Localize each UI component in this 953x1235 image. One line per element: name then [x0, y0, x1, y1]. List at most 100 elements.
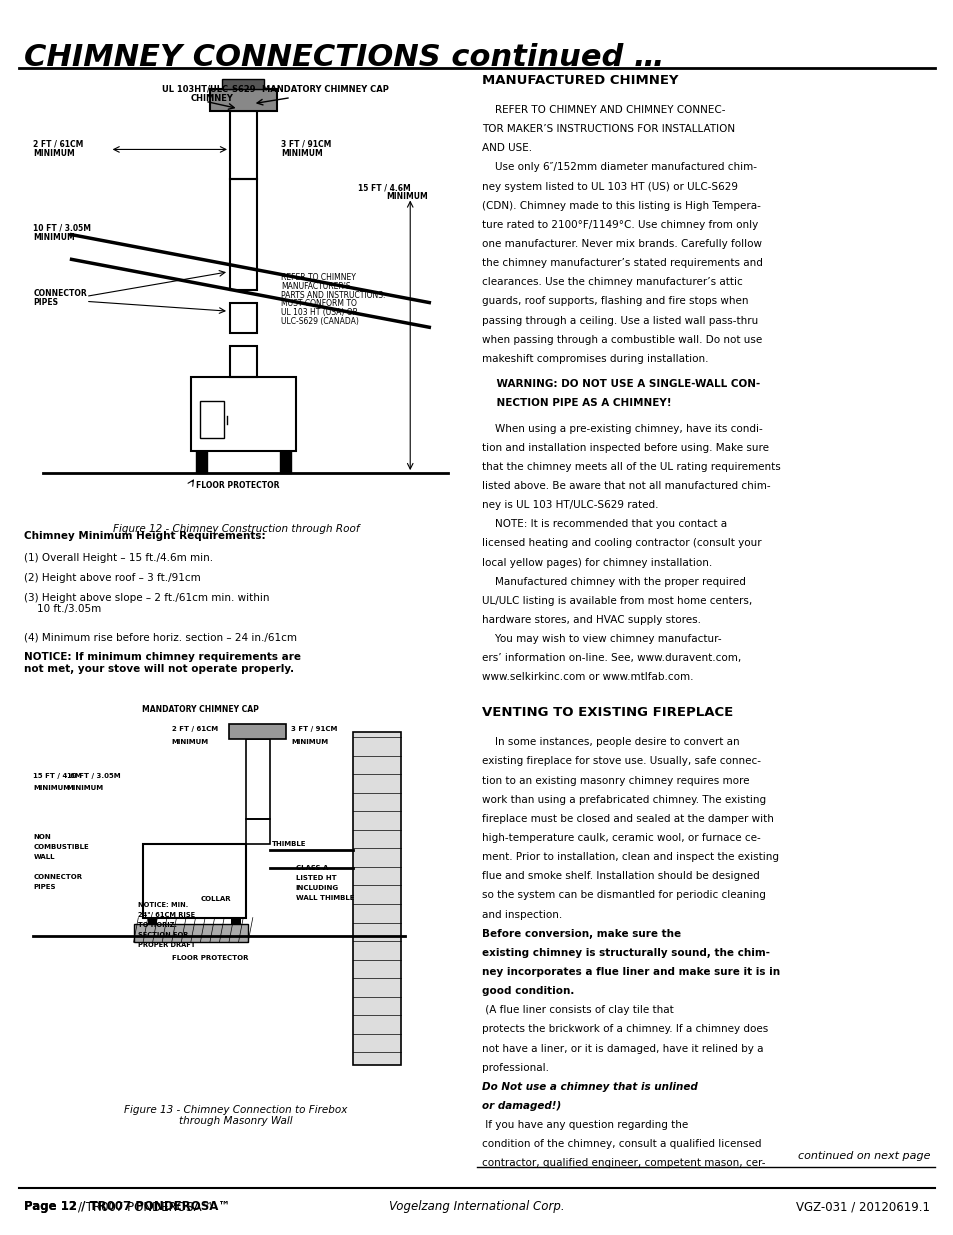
Text: FLOOR PROTECTOR: FLOOR PROTECTOR: [172, 956, 248, 961]
Bar: [229, 724, 286, 739]
Text: ney incorporates a flue liner and make sure it is in: ney incorporates a flue liner and make s…: [481, 967, 780, 977]
Bar: [133, 924, 248, 942]
Bar: [246, 739, 270, 819]
Text: WARNING: DO NOT USE A SINGLE-WALL CON-: WARNING: DO NOT USE A SINGLE-WALL CON-: [481, 379, 760, 389]
Text: Before conversion, make sure the: Before conversion, make sure the: [481, 929, 680, 939]
Bar: [230, 111, 256, 179]
Text: tion to an existing masonry chimney requires more: tion to an existing masonry chimney requ…: [481, 776, 748, 785]
Text: MINIMUM: MINIMUM: [291, 739, 328, 745]
Text: NECTION PIPE AS A CHIMNEY!: NECTION PIPE AS A CHIMNEY!: [481, 398, 671, 409]
Text: when passing through a combustible wall. Do not use: when passing through a combustible wall.…: [481, 335, 761, 345]
Text: NOTICE: If minimum chimney requirements are
not met, your stove will not operate: NOTICE: If minimum chimney requirements …: [24, 652, 300, 673]
Text: CLASS A: CLASS A: [295, 866, 328, 871]
Text: UL/ULC listing is available from most home centers,: UL/ULC listing is available from most ho…: [481, 595, 751, 606]
Text: FLOOR PROTECTOR: FLOOR PROTECTOR: [195, 480, 279, 490]
Text: guards, roof supports, flashing and fire stops when: guards, roof supports, flashing and fire…: [481, 296, 747, 306]
Text: PROPER DRAFT: PROPER DRAFT: [138, 942, 195, 947]
Text: makeshift compromises during installation.: makeshift compromises during installatio…: [481, 353, 707, 364]
Bar: [200, 401, 224, 438]
Text: NOTICE: MIN.: NOTICE: MIN.: [138, 903, 189, 908]
Text: that the chimney meets all of the UL rating requirements: that the chimney meets all of the UL rat…: [481, 462, 780, 472]
Text: ture rated to 2100°F/1149°C. Use chimney from only: ture rated to 2100°F/1149°C. Use chimney…: [481, 220, 758, 230]
Text: You may wish to view chimney manufactur-: You may wish to view chimney manufactur-: [481, 634, 720, 645]
Text: 3 FT / 91CM: 3 FT / 91CM: [291, 726, 337, 732]
Text: continued on next page: continued on next page: [797, 1151, 929, 1161]
Text: VGZ-031 / 20120619.1: VGZ-031 / 20120619.1: [796, 1200, 929, 1214]
Text: listed above. Be aware that not all manufactured chim-: listed above. Be aware that not all manu…: [481, 480, 770, 492]
Text: 2 FT / 61CM: 2 FT / 61CM: [172, 726, 217, 732]
Text: Use only 6″/152mm diameter manufactured chim-: Use only 6″/152mm diameter manufactured …: [481, 162, 756, 173]
Text: REFER TO CHIMNEY AND CHIMNEY CONNEC-: REFER TO CHIMNEY AND CHIMNEY CONNEC-: [481, 105, 724, 115]
Text: 15 FT / 4.6M: 15 FT / 4.6M: [33, 773, 82, 778]
Text: licensed heating and cooling contractor (consult your: licensed heating and cooling contractor …: [481, 538, 760, 548]
Text: THIMBLE: THIMBLE: [272, 841, 306, 846]
Text: good condition.: good condition.: [481, 986, 574, 997]
Text: COLLAR: COLLAR: [200, 897, 231, 902]
Text: one manufacturer. Never mix brands. Carefully follow: one manufacturer. Never mix brands. Care…: [481, 238, 761, 249]
Text: PARTS AND INSTRUCTIONS.: PARTS AND INSTRUCTIONS.: [281, 290, 385, 300]
Text: UL 103HT/ULC-S629: UL 103HT/ULC-S629: [162, 85, 255, 94]
Text: 2 FT / 61CM: 2 FT / 61CM: [33, 140, 84, 149]
Text: INCLUDING: INCLUDING: [295, 885, 338, 890]
Text: / TR007 PONDEROSA™: / TR007 PONDEROSA™: [78, 1200, 213, 1214]
Text: MANDATORY CHIMNEY CAP: MANDATORY CHIMNEY CAP: [142, 705, 258, 714]
Text: and inspection.: and inspection.: [481, 909, 565, 920]
Text: VENTING TO EXISTING FIREPLACE: VENTING TO EXISTING FIREPLACE: [481, 706, 732, 720]
Bar: [210, 89, 276, 111]
Text: AND USE.: AND USE.: [481, 143, 532, 153]
Bar: [230, 346, 256, 377]
Text: professional.: professional.: [481, 1062, 552, 1073]
Text: CONNECTOR: CONNECTOR: [33, 874, 82, 879]
Text: NON: NON: [33, 835, 51, 840]
Text: 15 FT / 4.6M: 15 FT / 4.6M: [357, 183, 410, 193]
Text: Figure 13 - Chimney Connection to Firebox
through Masonry Wall: Figure 13 - Chimney Connection to Firebo…: [124, 1105, 348, 1126]
Text: MANUFACTURER'S: MANUFACTURER'S: [281, 282, 351, 291]
Text: MANUFACTURED CHIMNEY: MANUFACTURED CHIMNEY: [481, 74, 678, 88]
Text: flue and smoke shelf. Installation should be designed: flue and smoke shelf. Installation shoul…: [481, 871, 759, 882]
Text: (1) Overall Height – 15 ft./4.6m min.: (1) Overall Height – 15 ft./4.6m min.: [24, 553, 213, 563]
Text: LISTED HT: LISTED HT: [295, 876, 336, 881]
Text: (CDN). Chimney made to this listing is High Tempera-: (CDN). Chimney made to this listing is H…: [481, 200, 760, 211]
Text: high-temperature caulk, ceramic wool, or furnace ce-: high-temperature caulk, ceramic wool, or…: [481, 832, 760, 844]
Text: When using a pre-existing chimney, have its condi-: When using a pre-existing chimney, have …: [481, 424, 761, 433]
Text: MANDATORY CHIMNEY CAP: MANDATORY CHIMNEY CAP: [262, 85, 389, 94]
Text: COMBUSTIBLE: COMBUSTIBLE: [33, 845, 89, 850]
Text: 10 FT / 3.05M: 10 FT / 3.05M: [33, 224, 91, 233]
Text: CONNECTOR: CONNECTOR: [33, 289, 87, 299]
Text: existing chimney is structurally sound, the chim-: existing chimney is structurally sound, …: [481, 947, 769, 958]
Bar: [191, 377, 295, 451]
Text: the chimney manufacturer’s stated requirements and: the chimney manufacturer’s stated requir…: [481, 258, 761, 268]
Text: Page 12 / TR007 PONDEROSA™: Page 12 / TR007 PONDEROSA™: [24, 1200, 230, 1214]
Text: hardware stores, and HVAC supply stores.: hardware stores, and HVAC supply stores.: [481, 615, 700, 625]
Text: NOTE: It is recommended that you contact a: NOTE: It is recommended that you contact…: [481, 519, 726, 530]
Text: ment. Prior to installation, clean and inspect the existing: ment. Prior to installation, clean and i…: [481, 852, 778, 862]
Text: ney is UL 103 HT/ULC-S629 rated.: ney is UL 103 HT/ULC-S629 rated.: [481, 500, 658, 510]
Text: MINIMUM: MINIMUM: [33, 232, 75, 242]
Bar: [148, 918, 157, 936]
Text: protects the brickwork of a chimney. If a chimney does: protects the brickwork of a chimney. If …: [481, 1024, 767, 1035]
Text: (2) Height above roof – 3 ft./91cm: (2) Height above roof – 3 ft./91cm: [24, 573, 200, 583]
Text: 3 FT / 91CM: 3 FT / 91CM: [281, 140, 332, 149]
Text: SECTION FOR: SECTION FOR: [138, 932, 189, 937]
Bar: [230, 179, 256, 290]
Text: MINIMUM: MINIMUM: [386, 191, 428, 201]
Text: MINIMUM: MINIMUM: [33, 785, 71, 790]
Bar: [143, 844, 246, 918]
Text: clearances. Use the chimney manufacturer’s attic: clearances. Use the chimney manufacturer…: [481, 277, 741, 288]
Text: PIPES: PIPES: [33, 298, 58, 308]
Text: contractor, qualified engineer, competent mason, cer-: contractor, qualified engineer, competen…: [481, 1158, 764, 1168]
Bar: [230, 303, 256, 333]
Text: WALL: WALL: [33, 855, 55, 860]
Text: Do Not use a chimney that is unlined: Do Not use a chimney that is unlined: [481, 1082, 697, 1092]
Text: Figure 12 - Chimney Construction through Roof: Figure 12 - Chimney Construction through…: [112, 524, 359, 534]
Text: Page 12: Page 12: [24, 1200, 77, 1214]
Bar: [231, 918, 240, 936]
Text: WALL THIMBLE: WALL THIMBLE: [295, 895, 354, 900]
Text: ers’ information on-line. See, www.duravent.com,: ers’ information on-line. See, www.durav…: [481, 653, 740, 663]
Bar: [195, 451, 207, 473]
Text: If you have any question regarding the: If you have any question regarding the: [481, 1120, 687, 1130]
Text: TO HORIZ.: TO HORIZ.: [138, 923, 177, 927]
Text: REFER TO CHIMNEY: REFER TO CHIMNEY: [281, 273, 355, 283]
Text: www.selkirkinc.com or www.mtlfab.com.: www.selkirkinc.com or www.mtlfab.com.: [481, 672, 693, 683]
Text: MINIMUM: MINIMUM: [172, 739, 209, 745]
